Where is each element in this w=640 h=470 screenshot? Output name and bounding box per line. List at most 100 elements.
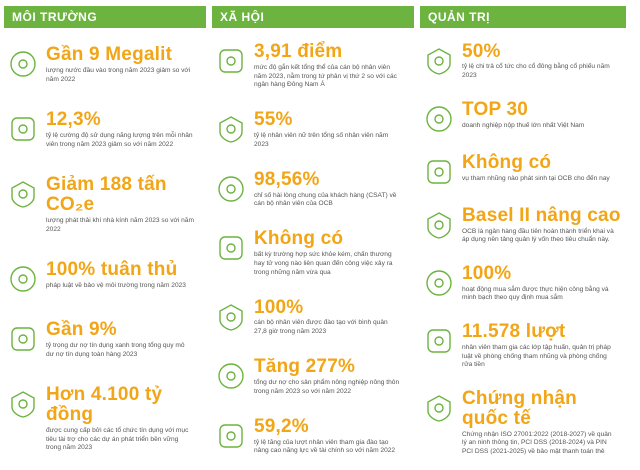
stat-text: 59,2% tỷ lệ tăng của lượt nhân viên tham … bbox=[254, 415, 414, 456]
headline: Gần 9 Megalit bbox=[46, 44, 173, 66]
column-title: MÔI TRƯỜNG bbox=[4, 6, 206, 28]
headline: 98,56% bbox=[254, 168, 320, 190]
icon bbox=[427, 212, 451, 239]
stat-item: 100% cán bộ nhân viên được đào tạo với bì… bbox=[212, 296, 414, 337]
description: OCB là ngân hàng đầu tiên hoàn thành tri… bbox=[462, 227, 614, 244]
headline: 11.578 lượt bbox=[462, 321, 566, 343]
description: tỷ lệ tăng của lượt nhân viên tham gia đ… bbox=[254, 438, 396, 455]
icon bbox=[11, 117, 35, 141]
icon bbox=[219, 236, 243, 261]
headline: Hơn 4.100 tỷ đồng bbox=[46, 384, 163, 426]
stat-item: 98,56% chỉ số hài lòng chung của khách hà… bbox=[212, 168, 414, 209]
stat-item: Hơn 4.100 tỷ đồng được cung cấp bởi các t… bbox=[4, 385, 206, 453]
stat-text: Giảm 188 tấn CO₂e lượng phát thải khí nhà… bbox=[46, 175, 206, 234]
description: vụ tham nhũng nào phát sinh tại OCB cho … bbox=[462, 174, 610, 182]
headline: Giảm 188 tấn CO₂e bbox=[46, 174, 167, 216]
stat-text: Chứng nhận quốc tế Chứng nhận ISO 27001:2… bbox=[462, 387, 626, 457]
stat-item: Tăng 277% tổng dư nợ cho sản phẩm nông ng… bbox=[212, 357, 414, 396]
icon bbox=[11, 391, 35, 419]
description: nhân viên tham gia các lớp tập huấn, quả… bbox=[462, 344, 611, 369]
description: tỷ lệ chi trả cổ tức cho cổ đông bằng cổ… bbox=[462, 63, 610, 80]
stat-item: Gần 9 Megalit lượng nước đầu vào trong nă… bbox=[4, 45, 206, 84]
stat-item: 100% tuân thủ pháp luật về bảo vệ môi trư… bbox=[4, 260, 206, 294]
headline: Basel II nâng cao bbox=[462, 204, 621, 226]
headline: 100% bbox=[462, 262, 512, 284]
stat-text: Không có bất kỳ trường hợp sức khỏe kém, … bbox=[254, 229, 414, 277]
item-list: Gần 9 Megalit lượng nước đầu vào trong nă… bbox=[4, 28, 206, 466]
stat-item: 3,91 điểm mức độ gắn kết tổng thể của cán… bbox=[212, 42, 414, 90]
icon bbox=[10, 266, 36, 292]
icon bbox=[218, 176, 244, 202]
stat-text: 100% hoạt động mua sắm được thực hiện côn… bbox=[462, 264, 626, 303]
description: tỷ lệ nhân viên nữ trên tổng số nhân viê… bbox=[254, 132, 389, 148]
description: tổng dư nợ cho sản phẩm nông nghiệp nông… bbox=[254, 379, 400, 395]
description: tỷ trọng dư nợ tín dụng xanh trong tổng … bbox=[46, 342, 185, 358]
icon bbox=[11, 181, 35, 208]
description: Chứng nhận ISO 27001:2022 (2018-2027) về… bbox=[462, 430, 612, 455]
icon bbox=[11, 327, 35, 351]
column: XÃ HỘI 3,91 điểm mức độ gắn kết tổng thể c… bbox=[212, 6, 414, 466]
stat-text: Gần 9 Megalit lượng nước đầu vào trong nă… bbox=[46, 45, 206, 84]
icon bbox=[219, 303, 243, 331]
stat-item: Gần 9% tỷ trọng dư nợ tín dụng xanh trong… bbox=[4, 320, 206, 359]
stat-text: TOP 30 doanh nghiệp nộp thuế lớn nhất Việ… bbox=[462, 98, 626, 131]
column-title: QUẢN TRỊ bbox=[420, 6, 626, 28]
stat-item: 59,2% tỷ lệ tăng của lượt nhân viên tham … bbox=[212, 415, 414, 456]
stat-item: Không có vụ tham nhũng nào phát sinh tại … bbox=[420, 152, 626, 187]
icon bbox=[426, 270, 452, 296]
headline: 55% bbox=[254, 109, 293, 131]
icon bbox=[427, 395, 451, 422]
icon bbox=[427, 329, 451, 353]
column: QUẢN TRỊ 50% tỷ lệ chi trả cổ tức cho cổ đ… bbox=[420, 6, 626, 466]
description: mức độ gắn kết tổng thể của cán bộ nhân … bbox=[254, 64, 397, 89]
stat-item: TOP 30 doanh nghiệp nộp thuế lớn nhất Việ… bbox=[420, 98, 626, 134]
stat-text: Basel II nâng cao OCB là ngân hàng đầu ti… bbox=[462, 204, 626, 245]
stat-text: 55% tỷ lệ nhân viên nữ trên tổng số nhân … bbox=[254, 110, 414, 149]
description: chỉ số hài lòng chung của khách hàng (CS… bbox=[254, 191, 397, 208]
stat-item: 11.578 lượt nhân viên tham gia các lớp tậ… bbox=[420, 322, 626, 370]
stat-text: 50% tỷ lệ chi trả cổ tức cho cổ đông bằng… bbox=[462, 41, 626, 81]
description: hoạt động mua sắm được thực hiện công bằ… bbox=[462, 285, 609, 302]
headline: 100% bbox=[254, 296, 304, 318]
description: được cung cấp bởi các tổ chức tín dụng v… bbox=[46, 427, 189, 452]
icon bbox=[426, 105, 452, 132]
stat-item: 55% tỷ lệ nhân viên nữ trên tổng số nhân … bbox=[212, 110, 414, 149]
description: pháp luật về bảo vệ môi trường trong năm… bbox=[46, 282, 186, 290]
icon bbox=[219, 49, 243, 73]
stat-item: Không có bất kỳ trường hợp sức khỏe kém, … bbox=[212, 229, 414, 277]
headline: 100% tuân thủ bbox=[46, 259, 178, 281]
stat-item: 100% hoạt động mua sắm được thực hiện côn… bbox=[420, 264, 626, 303]
icon bbox=[427, 47, 451, 75]
description: cán bộ nhân viên được đào tạo với bình q… bbox=[254, 319, 388, 336]
item-list: 50% tỷ lệ chi trả cổ tức cho cổ đông bằng… bbox=[420, 28, 626, 466]
description: lượng nước đầu vào trong năm 2023 giảm s… bbox=[46, 66, 191, 83]
stat-text: Gần 9% tỷ trọng dư nợ tín dụng xanh trong… bbox=[46, 320, 206, 359]
icon bbox=[219, 423, 243, 448]
headline: 59,2% bbox=[254, 415, 309, 437]
headline: TOP 30 bbox=[462, 98, 528, 120]
column-title: XÃ HỘI bbox=[212, 6, 414, 28]
column: MÔI TRƯỜNG Gần 9 Megalit lượng nước đầu và… bbox=[4, 6, 206, 466]
stat-text: 11.578 lượt nhân viên tham gia các lớp tậ… bbox=[462, 322, 626, 370]
item-list: 3,91 điểm mức độ gắn kết tổng thể của cán… bbox=[212, 28, 414, 466]
headline: Không có bbox=[254, 228, 344, 250]
stat-text: 100% tuân thủ pháp luật về bảo vệ môi trư… bbox=[46, 260, 206, 291]
stat-text: Hơn 4.100 tỷ đồng được cung cấp bởi các t… bbox=[46, 385, 206, 453]
stat-text: 3,91 điểm mức độ gắn kết tổng thể của cán… bbox=[254, 42, 414, 90]
stat-text: 100% cán bộ nhân viên được đào tạo với bì… bbox=[254, 296, 414, 337]
stat-text: Không có vụ tham nhũng nào phát sinh tại … bbox=[462, 152, 626, 184]
stat-text: 12,3% tỷ lệ cường độ sử dụng năng lượng t… bbox=[46, 110, 206, 149]
headline: 3,91 điểm bbox=[254, 41, 343, 63]
stat-item: 50% tỷ lệ chi trả cổ tức cho cổ đông bằng… bbox=[420, 41, 626, 81]
stat-item: Basel II nâng cao OCB là ngân hàng đầu ti… bbox=[420, 204, 626, 245]
icon bbox=[10, 51, 36, 77]
stat-item: 12,3% tỷ lệ cường độ sử dụng năng lượng t… bbox=[4, 110, 206, 149]
headline: 12,3% bbox=[46, 109, 101, 131]
description: lượng phát thải khí nhà kính năm 2023 so… bbox=[46, 217, 194, 233]
headline: Chứng nhận quốc tế bbox=[462, 387, 577, 429]
headline: Gần 9% bbox=[46, 319, 117, 341]
icon bbox=[218, 363, 244, 389]
stat-text: 98,56% chỉ số hài lòng chung của khách hà… bbox=[254, 168, 414, 209]
